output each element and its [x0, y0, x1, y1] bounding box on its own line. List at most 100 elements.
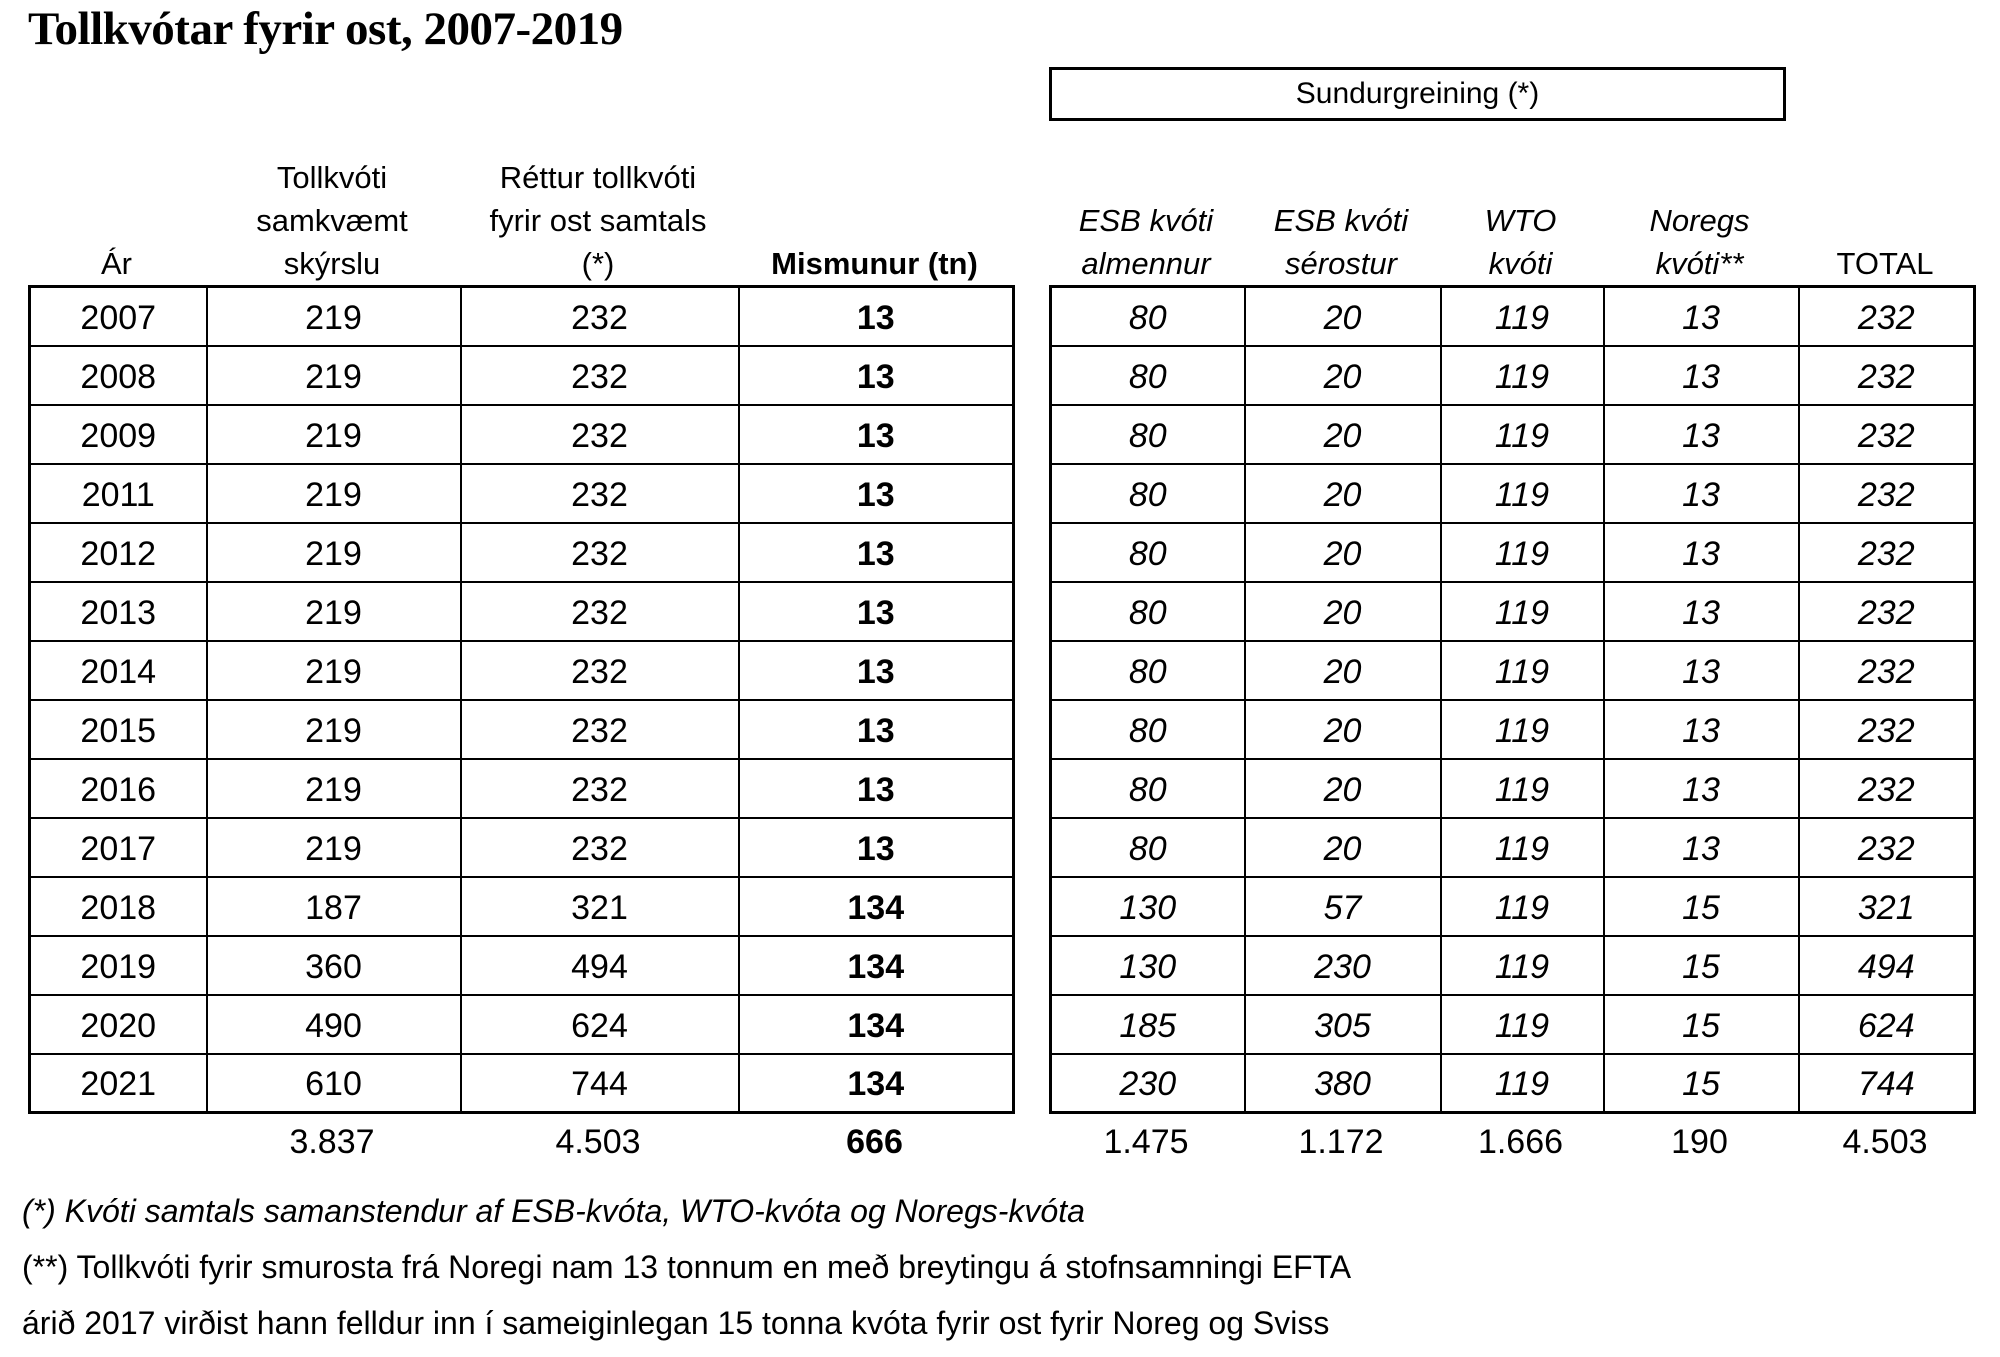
header-esb-almennur: ESB kvóti almennur: [1049, 199, 1243, 285]
footnote-1: (*) Kvóti samtals samanstendur af ESB-kv…: [22, 1193, 1085, 1229]
table-row: 2014 219 232 13: [28, 639, 1015, 701]
cell-total: 232: [1797, 344, 1976, 406]
cell-correct: 232: [459, 521, 740, 583]
cell-esb-serostur: 20: [1243, 580, 1442, 642]
total-noregs: 190: [1671, 1123, 1728, 1161]
right-table-totals: 1.475 1.172 1.666 190 4.503: [1049, 1114, 1973, 1162]
cell-year: 2015: [28, 698, 208, 760]
footnote-2: (**) Tollkvóti fyrir smurosta frá Noregi…: [22, 1249, 1352, 1285]
cell-esb-almennur: 80: [1049, 462, 1246, 524]
cell-noregs: 13: [1602, 698, 1800, 760]
cell-reported: 219: [205, 521, 462, 583]
table-row: 2021 610 744 134: [28, 1052, 1015, 1114]
table-row: 2020 490 624 134: [28, 993, 1015, 1055]
cell-total: 232: [1797, 816, 1976, 878]
table-row: 2011 219 232 13: [28, 462, 1015, 524]
header-esb-serostur-line2: sérostur: [1285, 246, 1397, 281]
header-noregs-line1: Noregs: [1649, 203, 1750, 238]
cell-esb-almennur: 80: [1049, 344, 1246, 406]
cell-esb-almennur: 80: [1049, 816, 1246, 878]
cell-reported: 219: [205, 757, 462, 819]
cell-noregs: 15: [1602, 875, 1800, 937]
cell-esb-serostur: 20: [1243, 403, 1442, 465]
cell-esb-serostur: 20: [1243, 344, 1442, 406]
cell-total: 232: [1797, 698, 1976, 760]
cell-reported: 219: [205, 344, 462, 406]
table-row: 2007 219 232 13: [28, 285, 1015, 347]
cell-reported: 187: [205, 875, 462, 937]
cell-wto: 119: [1439, 993, 1605, 1055]
cell-esb-almennur: 80: [1049, 580, 1246, 642]
cell-esb-almennur: 130: [1049, 875, 1246, 937]
header-wto-line2: kvóti: [1488, 246, 1553, 281]
cell-noregs: 13: [1602, 403, 1800, 465]
header-year: Ár: [28, 242, 205, 285]
header-reported-line2: samkvæmt: [256, 203, 408, 238]
cell-noregs: 15: [1602, 1052, 1800, 1114]
cell-wto: 119: [1439, 875, 1605, 937]
cell-esb-almennur: 80: [1049, 698, 1246, 760]
left-table-headers: Ár Tollkvóti samkvæmt skýrslu Réttur tol…: [28, 150, 1012, 285]
cell-correct: 232: [459, 816, 740, 878]
cell-esb-almennur: 80: [1049, 521, 1246, 583]
header-esb-almennur-line2: almennur: [1081, 246, 1211, 281]
cell-reported: 219: [205, 285, 462, 347]
total-total: 4.503: [1842, 1123, 1928, 1161]
cell-reported: 490: [205, 993, 462, 1055]
cell-correct: 494: [459, 934, 740, 996]
cell-diff: 134: [737, 993, 1015, 1055]
cell-diff: 13: [737, 757, 1015, 819]
cell-noregs: 13: [1602, 757, 1800, 819]
cell-total: 494: [1797, 934, 1976, 996]
table-row: 130 57 119 15 321: [1049, 875, 1976, 937]
cell-diff: 13: [737, 344, 1015, 406]
cell-esb-serostur: 20: [1243, 462, 1442, 524]
cell-reported: 219: [205, 816, 462, 878]
cell-wto: 119: [1439, 757, 1605, 819]
header-reported-line3: skýrslu: [283, 246, 381, 281]
cell-reported: 219: [205, 403, 462, 465]
table-row: 230 380 119 15 744: [1049, 1052, 1976, 1114]
header-correct-line1: Réttur tollkvóti: [499, 160, 697, 195]
cell-esb-serostur: 20: [1243, 698, 1442, 760]
total-reported: 3.837: [289, 1123, 375, 1161]
left-table-totals: 3.837 4.503 666: [28, 1114, 1012, 1162]
cell-esb-almennur: 80: [1049, 757, 1246, 819]
cell-correct: 321: [459, 875, 740, 937]
sundurgreining-label: Sundurgreining (*): [1295, 77, 1540, 110]
table-row: 80 20 119 13 232: [1049, 462, 1976, 524]
table-row: 80 20 119 13 232: [1049, 757, 1976, 819]
table-row: 80 20 119 13 232: [1049, 580, 1976, 642]
sundurgreining-group-box: Sundurgreining (*): [1049, 67, 1786, 121]
cell-reported: 360: [205, 934, 462, 996]
cell-diff: 134: [737, 934, 1015, 996]
cell-esb-almennur: 80: [1049, 285, 1246, 347]
cell-noregs: 15: [1602, 934, 1800, 996]
cell-total: 232: [1797, 462, 1976, 524]
cell-wto: 119: [1439, 934, 1605, 996]
cell-noregs: 13: [1602, 521, 1800, 583]
cell-reported: 219: [205, 580, 462, 642]
total-correct: 4.503: [555, 1123, 641, 1161]
cell-diff: 13: [737, 639, 1015, 701]
cell-total: 232: [1797, 639, 1976, 701]
cell-total: 624: [1797, 993, 1976, 1055]
cell-diff: 134: [737, 1052, 1015, 1114]
cell-total: 232: [1797, 757, 1976, 819]
total-esb-almennur: 1.475: [1103, 1123, 1189, 1161]
cell-wto: 119: [1439, 1052, 1605, 1114]
table-row: 80 20 119 13 232: [1049, 403, 1976, 465]
cell-year: 2018: [28, 875, 208, 937]
table-row: 2018 187 321 134: [28, 875, 1015, 937]
header-esb-serostur: ESB kvóti sérostur: [1243, 199, 1439, 285]
cell-esb-serostur: 20: [1243, 757, 1442, 819]
cell-esb-almennur: 130: [1049, 934, 1246, 996]
cell-wto: 119: [1439, 580, 1605, 642]
right-table-body: 80 20 119 13 232 80 20 119 13 232 80 20 119 13 232 80 20…: [1049, 285, 1976, 1114]
table-row: 80 20 119 13 232: [1049, 285, 1976, 347]
total-esb-serostur: 1.172: [1298, 1123, 1384, 1161]
cell-wto: 119: [1439, 285, 1605, 347]
table-row: 80 20 119 13 232: [1049, 698, 1976, 760]
cell-correct: 744: [459, 1052, 740, 1114]
cell-wto: 119: [1439, 698, 1605, 760]
